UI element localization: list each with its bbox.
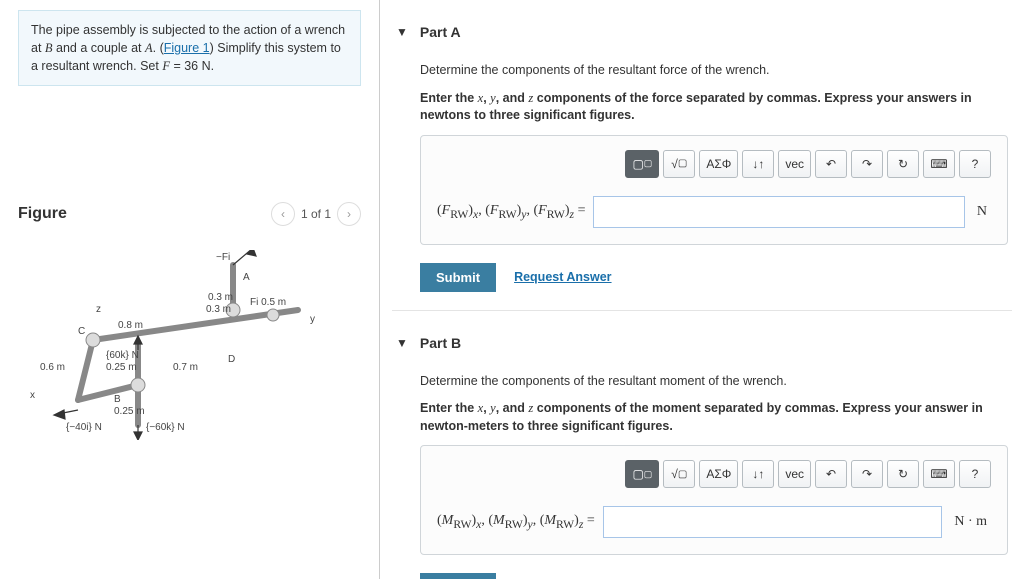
- undo-button[interactable]: ↶: [815, 150, 847, 178]
- label-b: B: [45, 41, 53, 55]
- part-b-varlabel: (MRW)x, (MRW)y, (MRW)z =: [437, 513, 595, 531]
- svg-text:x: x: [30, 390, 35, 401]
- keyboard-button[interactable]: ⌨: [923, 460, 955, 488]
- svg-text:Fi 0.5 m: Fi 0.5 m: [250, 297, 286, 308]
- svg-text:0.3 m: 0.3 m: [206, 304, 231, 315]
- pipe-diagram-svg: −Fi A z 0.3 m 0.3 m Fi 0.5 m C 0.8 m y {…: [18, 250, 318, 440]
- part-a-title: Part A: [420, 24, 461, 40]
- part-b-instructions: Enter the x, y, and z components of the …: [420, 400, 1008, 435]
- part-a: ▼ Part A Determine the components of the…: [392, 18, 1012, 292]
- sqrt-button[interactable]: √▢: [663, 460, 695, 488]
- part-a-answer-box: ▢▢ √▢ ΑΣΦ ↓↑ vec ↶ ↷ ↻ ⌨ ? (FRW)x, (FRW)…: [420, 135, 1008, 245]
- svg-text:z: z: [96, 304, 101, 315]
- redo-button[interactable]: ↷: [851, 150, 883, 178]
- left-pane: The pipe assembly is subjected to the ac…: [0, 0, 380, 579]
- greek-button[interactable]: ΑΣΦ: [699, 460, 738, 488]
- figure-link[interactable]: Figure 1: [164, 41, 210, 55]
- updown-button[interactable]: ↓↑: [742, 460, 774, 488]
- pager-next-button[interactable]: ›: [337, 202, 361, 226]
- keyboard-button[interactable]: ⌨: [923, 150, 955, 178]
- help-button[interactable]: ?: [959, 150, 991, 178]
- pager-prev-button[interactable]: ‹: [271, 202, 295, 226]
- svg-text:y: y: [310, 314, 315, 325]
- label-f: F: [162, 59, 170, 73]
- part-a-input[interactable]: [593, 196, 964, 228]
- svg-text:0.6 m: 0.6 m: [40, 362, 65, 373]
- right-pane: ▼ Part A Determine the components of the…: [380, 0, 1024, 579]
- svg-text:0.8 m: 0.8 m: [118, 320, 143, 331]
- problem-text: and a couple at: [53, 41, 145, 55]
- part-b-answer-box: ▢▢ √▢ ΑΣΦ ↓↑ vec ↶ ↷ ↻ ⌨ ? (MRW)x, (MRW)…: [420, 445, 1008, 555]
- svg-text:{−40i} N: {−40i} N: [66, 422, 102, 433]
- svg-text:{60k} N: {60k} N: [106, 350, 139, 361]
- redo-button[interactable]: ↷: [851, 460, 883, 488]
- collapse-icon[interactable]: ▼: [396, 336, 408, 350]
- part-a-submit-button[interactable]: Submit: [420, 263, 496, 292]
- problem-text: = 36 N: [170, 59, 211, 73]
- svg-text:C: C: [78, 326, 85, 337]
- vec-button[interactable]: vec: [778, 460, 811, 488]
- part-a-request-answer[interactable]: Request Answer: [514, 270, 611, 284]
- template-button[interactable]: ▢▢: [625, 460, 659, 488]
- figure-diagram: −Fi A z 0.3 m 0.3 m Fi 0.5 m C 0.8 m y {…: [0, 232, 320, 450]
- part-a-unit: N: [973, 204, 991, 220]
- undo-button[interactable]: ↶: [815, 460, 847, 488]
- part-a-instructions: Enter the x, y, and z components of the …: [420, 90, 1008, 125]
- pager-text: 1 of 1: [301, 207, 331, 221]
- greek-button[interactable]: ΑΣΦ: [699, 150, 738, 178]
- reset-button[interactable]: ↻: [887, 150, 919, 178]
- equation-toolbar: ▢▢ √▢ ΑΣΦ ↓↑ vec ↶ ↷ ↻ ⌨ ?: [437, 150, 991, 178]
- problem-statement: The pipe assembly is subjected to the ac…: [18, 10, 361, 86]
- svg-text:−Fi: −Fi: [216, 252, 230, 263]
- svg-text:0.25 m: 0.25 m: [114, 406, 145, 417]
- problem-text: .: [211, 59, 214, 73]
- collapse-icon[interactable]: ▼: [396, 25, 408, 39]
- svg-text:D: D: [228, 354, 235, 365]
- sqrt-button[interactable]: √▢: [663, 150, 695, 178]
- label-a: A: [145, 41, 153, 55]
- svg-text:0.25 m: 0.25 m: [106, 362, 137, 373]
- svg-text:A: A: [243, 272, 250, 283]
- svg-text:{−60k} N: {−60k} N: [146, 422, 185, 433]
- template-button[interactable]: ▢▢: [625, 150, 659, 178]
- separator: [392, 310, 1012, 311]
- part-a-varlabel: (FRW)x, (FRW)y, (FRW)z =: [437, 203, 585, 221]
- svg-text:0.3 m: 0.3 m: [208, 292, 233, 303]
- figure-title: Figure: [18, 205, 67, 223]
- vec-button[interactable]: vec: [778, 150, 811, 178]
- part-b-prompt: Determine the components of the resultan…: [420, 373, 1008, 391]
- part-b: ▼ Part B Determine the components of the…: [392, 329, 1012, 579]
- part-b-input[interactable]: [603, 506, 943, 538]
- updown-button[interactable]: ↓↑: [742, 150, 774, 178]
- figure-pager: ‹ 1 of 1 ›: [271, 202, 361, 226]
- svg-text:0.7 m: 0.7 m: [173, 362, 198, 373]
- part-b-unit: N · m: [950, 514, 991, 530]
- problem-text: . (: [153, 41, 164, 55]
- svg-text:B: B: [114, 394, 121, 405]
- figure-header: Figure ‹ 1 of 1 ›: [0, 196, 379, 232]
- part-a-prompt: Determine the components of the resultan…: [420, 62, 1008, 80]
- part-b-submit-button[interactable]: Submit: [420, 573, 496, 579]
- reset-button[interactable]: ↻: [887, 460, 919, 488]
- part-b-title: Part B: [420, 335, 461, 351]
- help-button[interactable]: ?: [959, 460, 991, 488]
- equation-toolbar: ▢▢ √▢ ΑΣΦ ↓↑ vec ↶ ↷ ↻ ⌨ ?: [437, 460, 991, 488]
